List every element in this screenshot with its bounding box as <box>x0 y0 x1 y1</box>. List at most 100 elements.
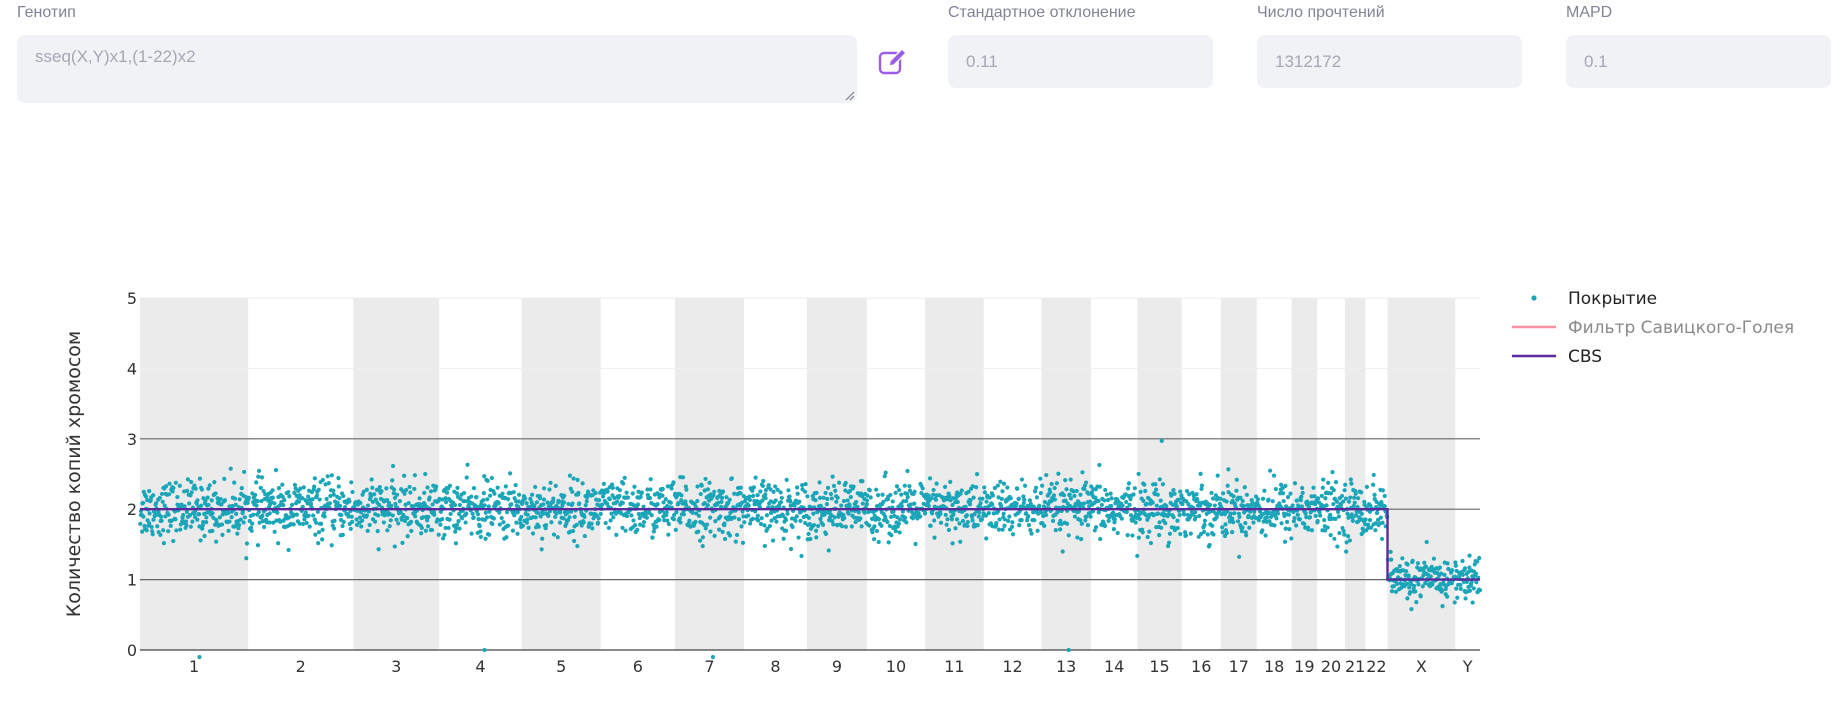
coverage-point <box>1042 499 1048 505</box>
coverage-point <box>1199 483 1205 488</box>
coverage-point <box>1174 504 1179 509</box>
coverage-point <box>1473 571 1479 576</box>
coverage-point <box>1145 534 1150 540</box>
coverage-point <box>948 509 953 514</box>
coverage-point <box>694 511 699 516</box>
coverage-point <box>608 518 613 523</box>
coverage-point <box>661 500 666 505</box>
coverage-point <box>1315 518 1320 524</box>
resize-handle-icon[interactable] <box>843 89 855 101</box>
coverage-point <box>1472 562 1477 567</box>
coverage-point <box>862 510 867 515</box>
coverage-point <box>1352 495 1357 500</box>
coverage-point <box>1186 502 1191 507</box>
coverage-point <box>276 541 281 546</box>
coverage-point <box>1128 497 1133 502</box>
coverage-point <box>443 525 448 531</box>
coverage-point <box>1278 491 1283 496</box>
reads-field[interactable]: 1312172 <box>1257 35 1522 88</box>
coverage-point <box>1106 518 1111 523</box>
coverage-point <box>765 526 770 531</box>
genotype-field[interactable]: sseq(X,Y)x1,(1-22)x2 <box>17 35 857 103</box>
coverage-point <box>428 489 434 494</box>
std-field[interactable]: 0.11 <box>948 35 1213 88</box>
coverage-point <box>950 502 955 508</box>
coverage-point <box>1248 509 1253 514</box>
coverage-point <box>842 515 847 521</box>
coverage-point <box>969 514 975 519</box>
coverage-point <box>438 509 444 514</box>
coverage-point <box>983 513 989 518</box>
mapd-field[interactable]: 0.1 <box>1566 35 1831 88</box>
coverage-point <box>377 484 382 490</box>
coverage-point <box>926 493 931 498</box>
coverage-point <box>1210 523 1215 528</box>
coverage-point <box>701 522 707 527</box>
coverage-point <box>1294 498 1299 503</box>
coverage-point <box>609 482 615 487</box>
x-tick-label: 18 <box>1264 657 1284 676</box>
coverage-point <box>198 538 203 543</box>
coverage-point <box>425 485 430 490</box>
coverage-point <box>716 527 722 532</box>
coverage-point <box>1096 498 1101 504</box>
coverage-point <box>1283 483 1288 488</box>
coverage-point <box>319 537 325 542</box>
coverage-point <box>821 495 826 500</box>
coverage-point <box>1085 523 1090 528</box>
coverage-point <box>677 516 682 521</box>
coverage-point <box>487 532 492 537</box>
coverage-point <box>1318 513 1323 518</box>
chromosome-band <box>521 298 601 650</box>
coverage-point <box>1140 530 1145 535</box>
coverage-point <box>998 479 1003 484</box>
coverage-point <box>212 480 217 485</box>
coverage-point <box>565 510 570 515</box>
coverage-point <box>758 521 764 527</box>
edit-genotype-button[interactable] <box>876 45 910 79</box>
coverage-point <box>1032 489 1038 494</box>
coverage-point <box>951 512 956 517</box>
coverage-point <box>707 480 712 485</box>
chromosome-band <box>1291 298 1318 650</box>
coverage-point <box>781 536 786 541</box>
coverage-point <box>1058 527 1063 532</box>
coverage-point <box>1416 582 1421 587</box>
coverage-point <box>772 515 777 521</box>
coverage-point <box>1467 553 1472 558</box>
coverage-point <box>938 511 943 517</box>
coverage-point <box>695 498 700 504</box>
coverage-point <box>645 487 650 492</box>
coverage-point <box>496 501 501 506</box>
coverage-point <box>1289 536 1294 541</box>
coverage-point <box>403 502 408 507</box>
coverage-point <box>683 502 689 507</box>
coverage-point <box>620 525 625 530</box>
coverage-point <box>1199 486 1204 492</box>
coverage-point <box>482 474 487 479</box>
coverage-point <box>386 500 392 505</box>
coverage-point <box>1124 499 1129 505</box>
coverage-point <box>1299 494 1304 499</box>
coverage-point <box>922 511 928 516</box>
coverage-point <box>705 522 710 527</box>
coverage-point <box>990 502 995 507</box>
coverage-point <box>597 498 602 503</box>
coverage-point <box>693 519 698 524</box>
coverage-point <box>244 541 250 546</box>
coverage-point <box>336 476 341 481</box>
coverage-point <box>487 493 493 498</box>
coverage-point <box>990 493 995 498</box>
coverage-point <box>1312 494 1317 499</box>
x-tick-label: 22 <box>1366 657 1386 676</box>
coverage-point <box>984 499 989 504</box>
coverage-point <box>1175 518 1180 523</box>
coverage-point <box>219 502 224 507</box>
coverage-point <box>1154 503 1159 508</box>
coverage-point <box>241 520 246 525</box>
coverage-point <box>1446 566 1451 572</box>
coverage-point <box>601 481 606 487</box>
coverage-point <box>1180 501 1185 507</box>
coverage-point <box>1188 531 1193 536</box>
coverage-point <box>200 526 205 531</box>
